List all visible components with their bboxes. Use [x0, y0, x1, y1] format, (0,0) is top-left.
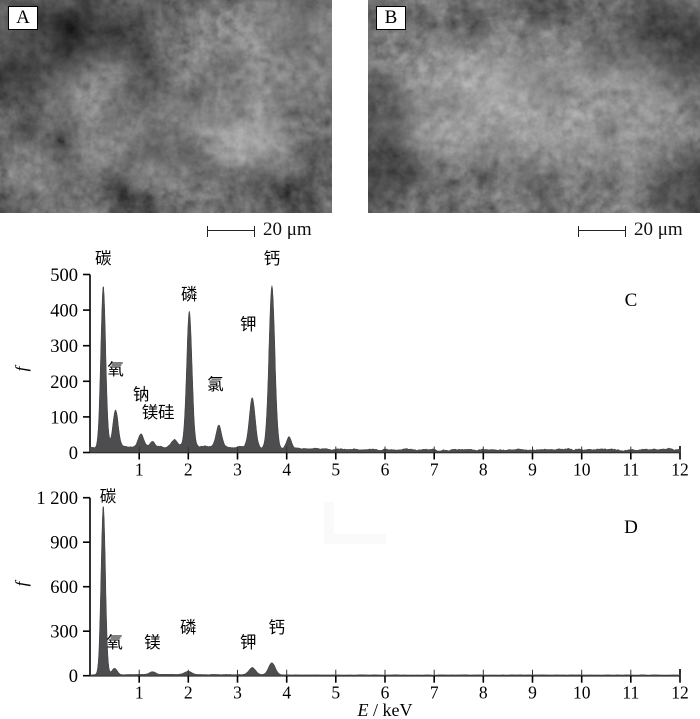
svg-text:11: 11 [622, 683, 639, 703]
svg-text:钠: 钠 [133, 385, 150, 404]
svg-text:9: 9 [528, 460, 537, 480]
svg-text:钾: 钾 [240, 633, 257, 652]
svg-text:7: 7 [430, 460, 439, 480]
svg-text:400: 400 [50, 302, 78, 322]
svg-text:0: 0 [69, 444, 78, 464]
svg-text:氧: 氧 [106, 633, 123, 652]
svg-text:8: 8 [479, 460, 488, 480]
svg-text:0: 0 [69, 667, 78, 687]
svg-text:C: C [625, 290, 638, 311]
svg-text:100: 100 [50, 408, 78, 428]
svg-text:12: 12 [671, 683, 689, 703]
svg-text:碳: 碳 [100, 487, 117, 506]
svg-text:氯: 氯 [207, 375, 224, 394]
svg-text:D: D [624, 517, 638, 538]
svg-text:12: 12 [671, 460, 689, 480]
svg-text:钙: 钙 [264, 250, 281, 268]
svg-text:磷: 磷 [181, 285, 198, 304]
svg-text:11: 11 [622, 460, 639, 480]
svg-text:镁: 镁 [142, 403, 159, 422]
svg-text:4: 4 [282, 460, 291, 480]
svg-text:300: 300 [50, 623, 78, 643]
svg-text:600: 600 [50, 578, 78, 598]
svg-text:1: 1 [135, 460, 144, 480]
svg-text:2: 2 [184, 683, 193, 703]
svg-text:E / keV: E / keV [357, 700, 413, 719]
svg-text:镁: 镁 [144, 633, 161, 652]
svg-text:氧: 氧 [107, 360, 124, 379]
svg-text:3: 3 [233, 460, 242, 480]
svg-text:9: 9 [528, 683, 537, 703]
svg-text:3: 3 [233, 683, 242, 703]
svg-text:1 200: 1 200 [36, 489, 78, 509]
svg-text:硅: 硅 [158, 403, 175, 422]
svg-text:10: 10 [573, 683, 591, 703]
svg-text:2: 2 [184, 460, 193, 480]
svg-text:10: 10 [573, 460, 591, 480]
svg-text:300: 300 [50, 337, 78, 357]
svg-text:钙: 钙 [269, 618, 286, 637]
svg-text:钾: 钾 [240, 315, 257, 334]
svg-text:900: 900 [50, 534, 78, 554]
svg-text:磷: 磷 [180, 618, 197, 637]
svg-text:5: 5 [331, 683, 340, 703]
svg-text:5: 5 [331, 460, 340, 480]
svg-text:200: 200 [50, 373, 78, 393]
svg-text:1: 1 [135, 683, 144, 703]
svg-text:f: f [12, 579, 31, 586]
svg-text:7: 7 [430, 683, 439, 703]
svg-text:6: 6 [381, 460, 390, 480]
svg-text:4: 4 [282, 683, 291, 703]
svg-text:碳: 碳 [95, 250, 112, 268]
svg-text:8: 8 [479, 683, 488, 703]
svg-text:f: f [12, 364, 31, 371]
svg-text:500: 500 [50, 266, 78, 286]
